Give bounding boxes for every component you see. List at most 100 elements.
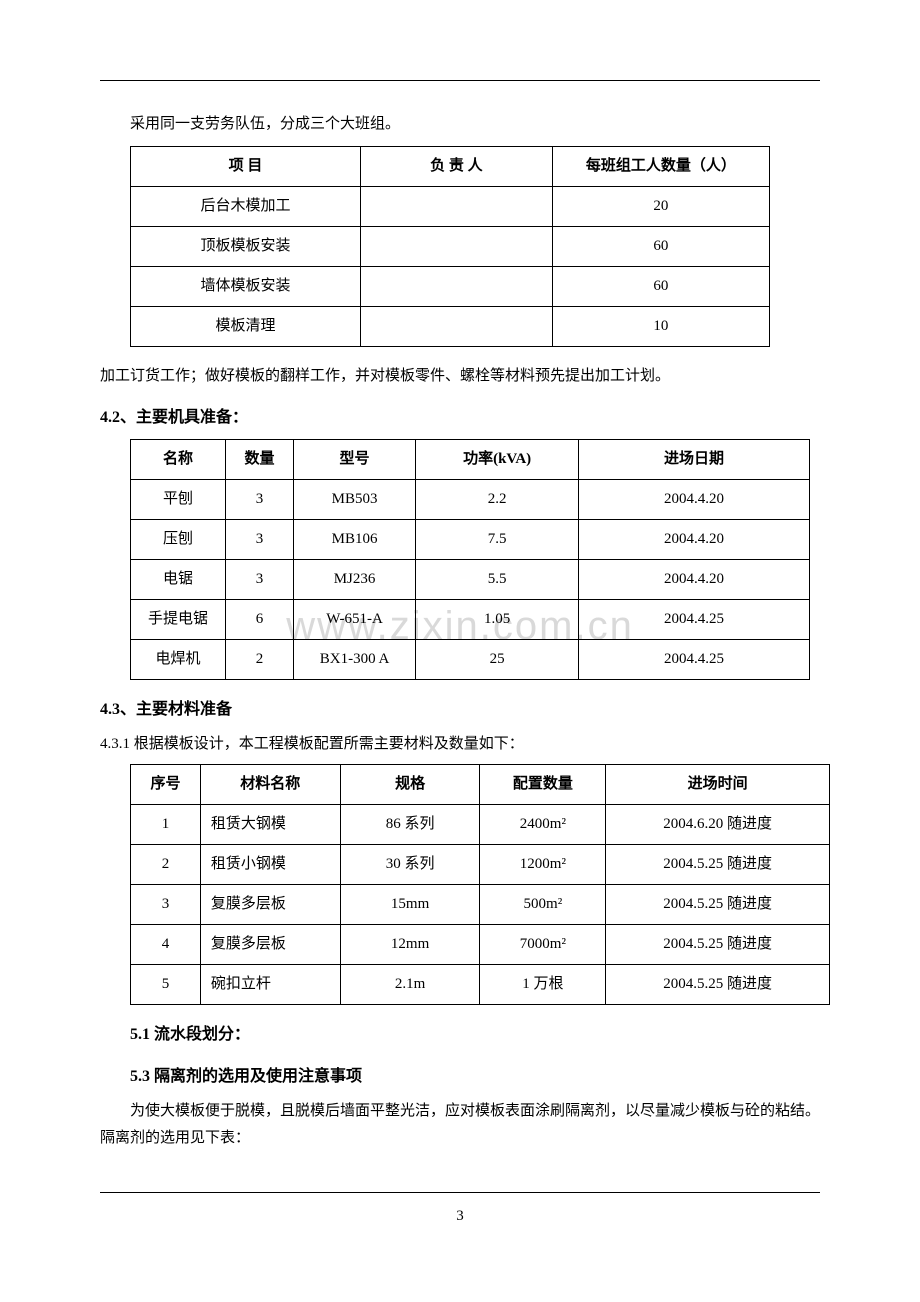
table-cell: 平刨 <box>131 479 226 519</box>
table-cell: 2004.6.20 随进度 <box>606 804 830 844</box>
table-cell: 2 <box>131 844 201 884</box>
th: 功率(kVA) <box>416 439 579 479</box>
table-row: 顶板模板安装 60 <box>131 227 770 267</box>
table-cell: 2.2 <box>416 479 579 519</box>
table-cell: 墙体模板安装 <box>131 267 361 307</box>
table-row: 压刨3MB1067.52004.4.20 <box>131 519 810 559</box>
table-cell: 顶板模板安装 <box>131 227 361 267</box>
table-cell: 后台木模加工 <box>131 187 361 227</box>
table-cell: 2004.4.25 <box>579 599 810 639</box>
table3-body: 1租赁大钢模86 系列2400m²2004.6.20 随进度2租赁小钢模30 系… <box>131 804 830 1004</box>
table-row: 2租赁小钢模30 系列1200m²2004.5.25 随进度 <box>131 844 830 884</box>
th: 名称 <box>131 439 226 479</box>
table-cell: 电锯 <box>131 559 226 599</box>
table-cell: 2004.5.25 随进度 <box>606 924 830 964</box>
page-number: 3 <box>100 1192 820 1230</box>
heading-5-1: 5.1 流水段划分： <box>130 1021 820 1050</box>
table2-body: 平刨3MB5032.22004.4.20压刨3MB1067.52004.4.20… <box>131 479 810 679</box>
table-cell: 3 <box>226 519 294 559</box>
heading-5-3: 5.3 隔离剂的选用及使用注意事项 <box>130 1063 820 1092</box>
table-cell: 租赁大钢模 <box>200 804 340 844</box>
table-header-row: 序号 材料名称 规格 配置数量 进场时间 <box>131 764 830 804</box>
table-cell: 3 <box>226 479 294 519</box>
table-cell: 5.5 <box>416 559 579 599</box>
table-cell: 25 <box>416 639 579 679</box>
table-cell: 1 <box>131 804 201 844</box>
table-cell: 20 <box>552 187 769 227</box>
table-cell: 1.05 <box>416 599 579 639</box>
th: 进场日期 <box>579 439 810 479</box>
table-row: 5碗扣立杆2.1m1 万根2004.5.25 随进度 <box>131 964 830 1004</box>
table-row: 4复膜多层板12mm7000m²2004.5.25 随进度 <box>131 924 830 964</box>
table-header-row: 项 目 负 责 人 每班组工人数量（人） <box>131 147 770 187</box>
table-cell: 1 万根 <box>480 964 606 1004</box>
para-5-3: 为使大模板便于脱模，且脱模后墙面平整光洁，应对模板表面涂刷隔离剂，以尽量减少模板… <box>100 1098 820 1152</box>
table-cell: 2400m² <box>480 804 606 844</box>
labor-table: 项 目 负 责 人 每班组工人数量（人） 后台木模加工20顶板模板安装60墙体模… <box>130 146 770 347</box>
table-cell: 2 <box>226 639 294 679</box>
heading-4-2: 4.2、主要机具准备： <box>100 404 820 433</box>
table-row: 1租赁大钢模86 系列2400m²2004.6.20 随进度 <box>131 804 830 844</box>
table-cell: 复膜多层板 <box>200 924 340 964</box>
table-cell: 2004.5.25 随进度 <box>606 884 830 924</box>
top-rule <box>100 80 820 81</box>
table-row: 墙体模板安装 60 <box>131 267 770 307</box>
th: 项 目 <box>131 147 361 187</box>
table-cell: 6 <box>226 599 294 639</box>
table-cell: 复膜多层板 <box>200 884 340 924</box>
materials-table: 序号 材料名称 规格 配置数量 进场时间 1租赁大钢模86 系列2400m²20… <box>130 764 830 1005</box>
th: 配置数量 <box>480 764 606 804</box>
table-cell: 1200m² <box>480 844 606 884</box>
table-cell: 2004.4.20 <box>579 479 810 519</box>
table-row: 平刨3MB5032.22004.4.20 <box>131 479 810 519</box>
table1-body: 后台木模加工20顶板模板安装60墙体模板安装60模板清理10 <box>131 187 770 347</box>
table-cell: 7000m² <box>480 924 606 964</box>
table-cell: 3 <box>131 884 201 924</box>
table-cell: 压刨 <box>131 519 226 559</box>
table-cell <box>361 187 553 227</box>
th: 规格 <box>340 764 480 804</box>
table-cell: 2004.4.20 <box>579 519 810 559</box>
table-cell <box>361 267 553 307</box>
th: 材料名称 <box>200 764 340 804</box>
table-cell: 60 <box>552 227 769 267</box>
table-cell: W-651-A <box>293 599 415 639</box>
heading-4-3: 4.3、主要材料准备 <box>100 696 820 725</box>
table-row: 手提电锯6W-651-A1.052004.4.25 <box>131 599 810 639</box>
table-cell: MB503 <box>293 479 415 519</box>
th: 型号 <box>293 439 415 479</box>
table-cell: 2.1m <box>340 964 480 1004</box>
table-header-row: 名称 数量 型号 功率(kVA) 进场日期 <box>131 439 810 479</box>
table-cell: 30 系列 <box>340 844 480 884</box>
table-cell: 2004.4.20 <box>579 559 810 599</box>
th: 进场时间 <box>606 764 830 804</box>
table-cell: 电焊机 <box>131 639 226 679</box>
table-row: 电锯3MJ2365.52004.4.20 <box>131 559 810 599</box>
th: 数量 <box>226 439 294 479</box>
table-cell: 10 <box>552 307 769 347</box>
table-cell: 2004.4.25 <box>579 639 810 679</box>
footer: 3 <box>100 1192 820 1230</box>
sub-4-3-1: 4.3.1 根据模板设计，本工程模板配置所需主要材料及数量如下： <box>100 731 820 758</box>
table-cell: 12mm <box>340 924 480 964</box>
table-cell: BX1-300 A <box>293 639 415 679</box>
table-cell: 3 <box>226 559 294 599</box>
table-cell <box>361 227 553 267</box>
para-processing: 加工订货工作；做好模板的翻样工作，并对模板零件、螺栓等材料预先提出加工计划。 <box>100 363 820 390</box>
table-cell: 15mm <box>340 884 480 924</box>
th: 负 责 人 <box>361 147 553 187</box>
th: 每班组工人数量（人） <box>552 147 769 187</box>
th: 序号 <box>131 764 201 804</box>
intro-text: 采用同一支劳务队伍，分成三个大班组。 <box>100 111 820 138</box>
table-cell: 租赁小钢模 <box>200 844 340 884</box>
table-cell: 2004.5.25 随进度 <box>606 844 830 884</box>
table-cell: 60 <box>552 267 769 307</box>
table-row: 后台木模加工 20 <box>131 187 770 227</box>
table-cell: 7.5 <box>416 519 579 559</box>
table-cell: 500m² <box>480 884 606 924</box>
table-cell <box>361 307 553 347</box>
table-cell: 4 <box>131 924 201 964</box>
table-row: 电焊机2BX1-300 A252004.4.25 <box>131 639 810 679</box>
table-cell: 2004.5.25 随进度 <box>606 964 830 1004</box>
table-cell: 86 系列 <box>340 804 480 844</box>
